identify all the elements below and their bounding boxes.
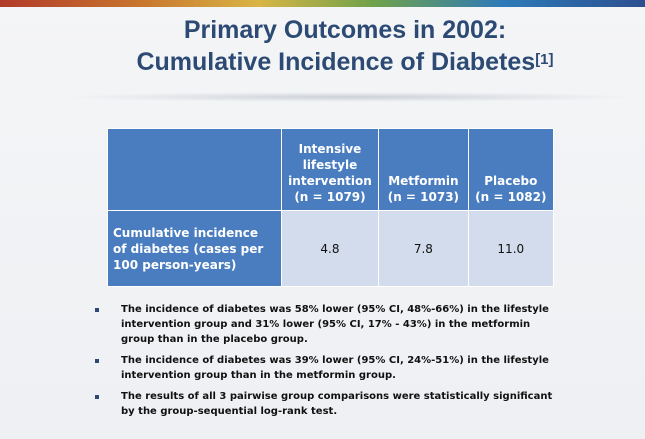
list-item-text: The incidence of diabetes was 39% lower …: [121, 355, 549, 381]
list-item-text: The results of all 3 pairwise group comp…: [121, 391, 553, 417]
column-header-metformin: Metformin (n = 1073): [378, 128, 469, 211]
column-header-placebo: Placebo (n = 1082): [467, 128, 555, 211]
square-bullet-icon: [95, 359, 99, 363]
table-corner-cell: [107, 128, 282, 211]
header-text: lifestyle: [302, 158, 358, 172]
title-line-2: Cumulative Incidence of Diabetes[1]: [80, 46, 610, 78]
row-label-cumulative-incidence: Cumulative incidence of diabetes (cases …: [107, 210, 282, 287]
title-line-2-text: Cumulative Incidence of Diabetes: [136, 48, 536, 76]
value-metformin: 7.8: [378, 210, 469, 287]
header-text: Intensive: [298, 142, 362, 156]
table-row: Cumulative incidence of diabetes (cases …: [107, 210, 555, 287]
value-placebo: 11.0: [467, 210, 555, 287]
header-text: Metformin: [388, 174, 459, 188]
title-divider: [60, 92, 640, 102]
list-item: The results of all 3 pairwise group comp…: [95, 389, 555, 419]
column-header-lifestyle: Intensive lifestyle intervention (n = 10…: [280, 128, 380, 211]
row-label-text: Cumulative incidence: [113, 225, 259, 240]
outcomes-table: Intensive lifestyle intervention (n = 10…: [107, 128, 555, 287]
header-text: Placebo: [484, 174, 538, 188]
slide-title: Primary Outcomes in 2002: Cumulative Inc…: [80, 14, 610, 78]
header-n-count: (n = 1079): [294, 190, 366, 204]
top-color-bar: [0, 0, 645, 7]
row-label-text: 100 person-years): [113, 257, 237, 272]
list-item-text: The incidence of diabetes was 58% lower …: [121, 304, 549, 345]
title-line-1: Primary Outcomes in 2002:: [183, 16, 507, 44]
citation-marker: [1]: [535, 51, 554, 68]
list-item: The incidence of diabetes was 39% lower …: [95, 353, 555, 383]
square-bullet-icon: [95, 395, 99, 399]
header-n-count: (n = 1082): [475, 190, 547, 204]
row-label-text: of diabetes (cases per: [113, 241, 264, 256]
findings-list: The incidence of diabetes was 58% lower …: [95, 302, 555, 425]
table-header-row: Intensive lifestyle intervention (n = 10…: [107, 128, 555, 211]
header-n-count: (n = 1073): [387, 190, 460, 204]
square-bullet-icon: [95, 308, 99, 312]
value-lifestyle: 4.8: [280, 210, 380, 287]
list-item: The incidence of diabetes was 58% lower …: [95, 302, 555, 347]
header-text: intervention: [288, 174, 372, 188]
